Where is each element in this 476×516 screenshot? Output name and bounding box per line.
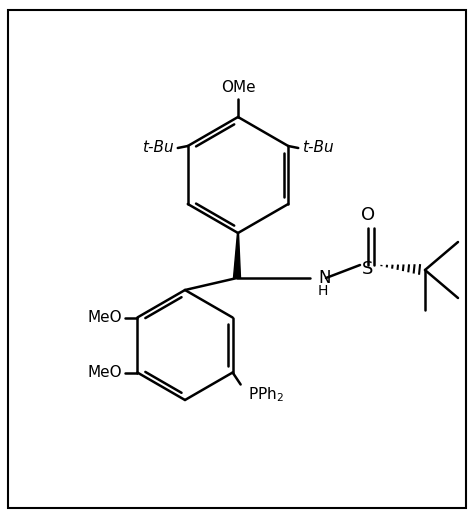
Polygon shape (234, 233, 240, 278)
Text: t-Bu: t-Bu (302, 140, 334, 155)
Text: S: S (362, 260, 374, 278)
Text: OMe: OMe (221, 79, 255, 94)
Text: PPh$_2$: PPh$_2$ (248, 385, 284, 404)
Text: N: N (318, 269, 330, 287)
Text: MeO: MeO (88, 365, 122, 380)
Text: t-Bu: t-Bu (142, 140, 174, 155)
Text: H: H (318, 284, 328, 298)
Text: O: O (361, 206, 375, 224)
Text: MeO: MeO (88, 310, 122, 325)
